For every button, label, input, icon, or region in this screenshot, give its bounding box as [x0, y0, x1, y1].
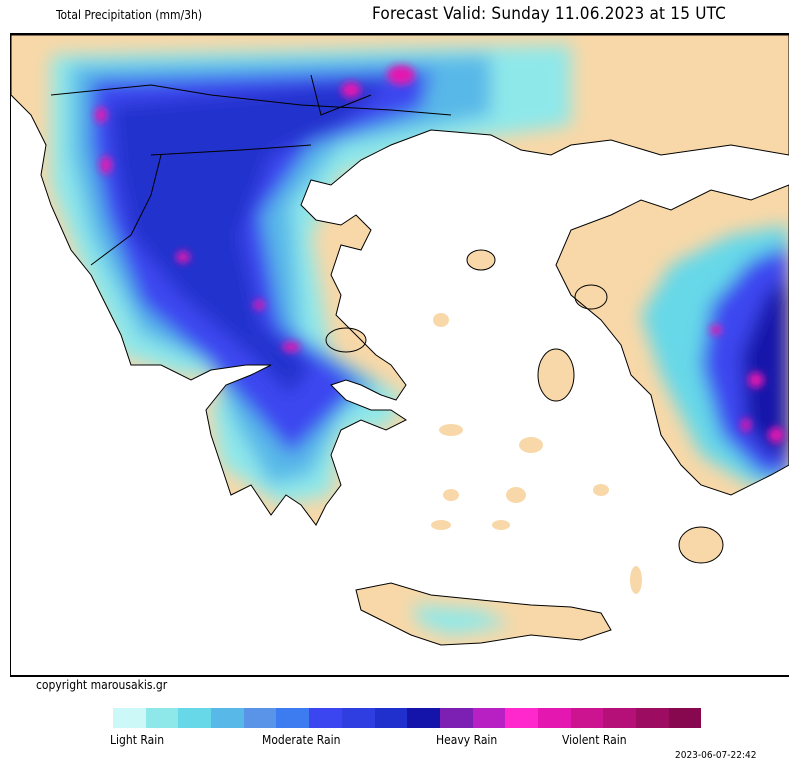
- legend-swatch-0: [113, 708, 146, 728]
- forecast-valid: Forecast Valid: Sunday 11.06.2023 at 15 …: [372, 4, 727, 24]
- legend-swatch-9: [407, 708, 440, 728]
- legend-swatch-16: [636, 708, 669, 728]
- copyright-text: copyright marousakis.gr: [36, 678, 168, 692]
- legend-swatch-12: [505, 708, 538, 728]
- legend-swatch-6: [309, 708, 342, 728]
- legend-swatch-2: [178, 708, 212, 728]
- legend-swatch-5: [276, 708, 310, 728]
- map-title: Total Precipitation (mm/3h): [56, 8, 203, 22]
- precipitation-map: [10, 33, 789, 677]
- legend-swatch-15: [603, 708, 636, 728]
- land: [11, 35, 789, 645]
- legend-swatch-8: [374, 708, 408, 728]
- precipitation-legend: [113, 708, 702, 728]
- generated-timestamp: 2023-06-07-22:42: [675, 750, 757, 761]
- legend-swatch-4: [243, 708, 277, 728]
- legend-swatch-1: [145, 708, 179, 728]
- legend-swatch-10: [439, 708, 473, 728]
- legend-label-moderate: Moderate Rain: [262, 733, 341, 747]
- legend-label-light: Light Rain: [110, 733, 165, 747]
- legend-label-violent: Violent Rain: [562, 733, 627, 747]
- legend-swatch-11: [472, 708, 506, 728]
- legend-swatch-13: [537, 708, 571, 728]
- legend-swatch-14: [570, 708, 604, 728]
- legend-label-heavy: Heavy Rain: [436, 733, 498, 747]
- legend-swatch-3: [211, 708, 244, 728]
- coastlines-borders: [11, 35, 789, 646]
- legend-swatch-7: [341, 708, 375, 728]
- map-svg: [11, 35, 789, 646]
- legend-swatch-17: [668, 708, 702, 728]
- precipitation-field: [51, 45, 789, 635]
